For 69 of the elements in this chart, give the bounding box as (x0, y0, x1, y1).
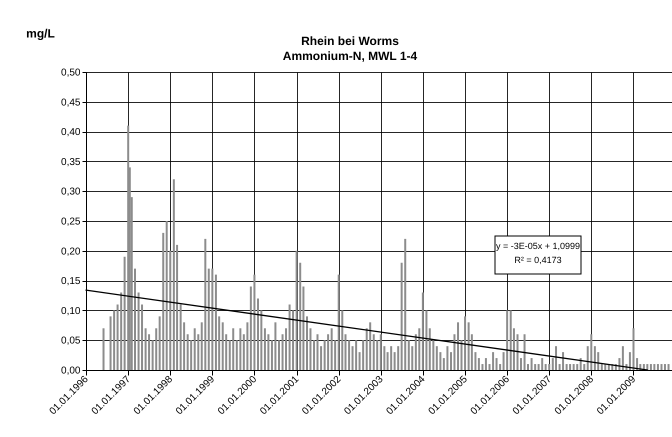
bar (296, 250, 298, 370)
y-tick-label: 0,10 (61, 306, 81, 317)
bar (102, 328, 105, 370)
y-tick-label: 0,40 (61, 127, 81, 138)
bar (668, 364, 670, 370)
y-tick-label: 0,35 (61, 156, 81, 168)
y-tick-label: 0,30 (61, 186, 81, 198)
y-tick-label: 0,50 (61, 68, 81, 78)
bar (530, 358, 533, 370)
bar (653, 364, 656, 370)
bar (569, 364, 572, 370)
bar (484, 358, 487, 370)
bar (492, 352, 494, 370)
bar (341, 310, 344, 370)
bar (369, 322, 372, 370)
bar (338, 274, 340, 370)
bar (204, 238, 206, 370)
bar (194, 328, 196, 370)
bar (541, 358, 544, 370)
bar (524, 334, 526, 370)
y-tick-label: 0,45 (61, 97, 81, 108)
bar (172, 179, 175, 370)
bar (510, 310, 512, 370)
bar (372, 334, 375, 370)
bar (380, 334, 382, 370)
bar (660, 364, 663, 370)
bar (548, 364, 550, 370)
bar (446, 346, 448, 370)
bar (127, 126, 130, 370)
bar (622, 346, 624, 370)
bar (288, 304, 291, 370)
bar (404, 238, 406, 370)
y-tick-label: 0,20 (61, 246, 81, 258)
bar (632, 328, 634, 370)
chart-subtitle: Ammonium-N, MWL 1-4 (282, 49, 418, 63)
bar (408, 340, 410, 370)
bar (390, 346, 392, 370)
bar (422, 292, 424, 370)
annotation: y = -3E-05x + 1,0999 (496, 241, 580, 251)
annotation: R² = 0,4173 (514, 255, 562, 265)
bar (253, 274, 256, 370)
bar (355, 340, 358, 370)
y-tick-label: 0,00 (61, 366, 81, 376)
bar (650, 364, 652, 370)
bar (586, 346, 589, 370)
bar (330, 328, 333, 370)
bar (664, 364, 666, 370)
y-tick-label: 0,15 (61, 276, 81, 288)
bar (555, 346, 558, 370)
bar (239, 328, 242, 370)
bar (646, 364, 648, 370)
bar (200, 322, 203, 370)
bar (562, 352, 564, 370)
y-tick-label: 0,05 (61, 336, 81, 347)
bar (590, 334, 592, 370)
bar (600, 364, 603, 370)
y-axis-title: mg/L (26, 26, 55, 40)
bar (656, 364, 659, 370)
bar (274, 322, 276, 370)
bar (316, 334, 318, 370)
bar (572, 364, 575, 370)
bar (464, 316, 466, 370)
bar (506, 310, 508, 370)
y-tick-label: 0,25 (61, 216, 81, 228)
bar (232, 328, 234, 370)
chart-title: Rhein bei Worms (301, 34, 400, 48)
bar (211, 268, 214, 370)
bar (457, 322, 460, 370)
bar (166, 221, 168, 370)
